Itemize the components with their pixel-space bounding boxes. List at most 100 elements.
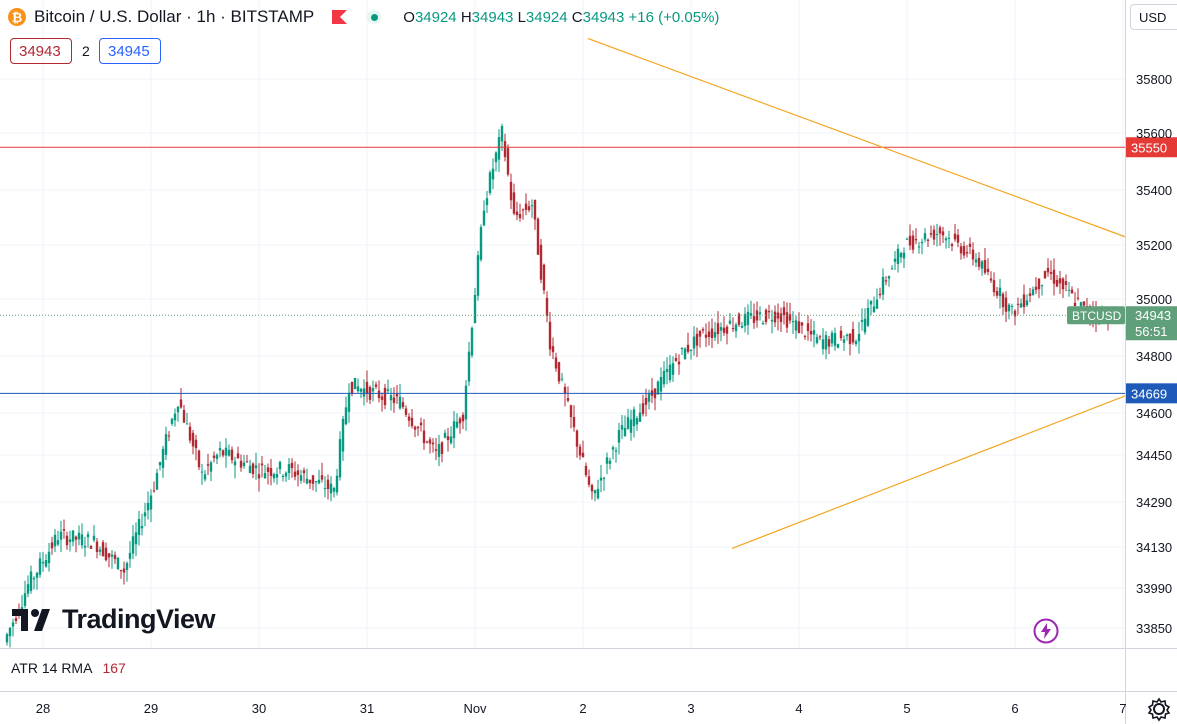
candle-body [833, 333, 837, 346]
candle [497, 129, 501, 173]
candle-body [593, 490, 597, 494]
candle [920, 238, 924, 255]
candle [440, 441, 444, 463]
candle [671, 356, 675, 382]
candle-body [683, 348, 687, 360]
candle [281, 474, 285, 482]
candle [251, 462, 255, 479]
candle [752, 303, 756, 329]
candle-body [1025, 300, 1029, 306]
candle-body [35, 572, 39, 578]
gear-icon[interactable] [1146, 696, 1172, 722]
candle-body [32, 578, 36, 580]
candle-body [983, 260, 987, 273]
symbol-title[interactable]: Bitcoin / U.S. Dollar · 1h · BITSTAMP [34, 7, 315, 26]
candle-body [104, 547, 108, 561]
candle-body [77, 532, 81, 540]
candle [374, 381, 378, 390]
candle [434, 437, 438, 461]
candle [122, 561, 126, 585]
candle-body [236, 453, 240, 459]
candle-body [29, 571, 33, 591]
price-tick-label: 34450 [1136, 448, 1172, 463]
candle-body [959, 246, 963, 254]
candle-body [467, 351, 471, 382]
price-tick-label: 35600 [1136, 126, 1172, 141]
candle-body [590, 484, 594, 492]
candle-body [350, 381, 354, 394]
candle-body [200, 471, 204, 473]
candle [254, 452, 258, 480]
price-tick-label: 34800 [1136, 349, 1172, 364]
candle-body [110, 554, 114, 557]
candle-body [146, 502, 150, 511]
candle-body [464, 385, 468, 420]
candle [1031, 286, 1035, 296]
candle-body [569, 405, 573, 418]
candle-body [392, 397, 396, 404]
candle [293, 461, 297, 481]
candle-body [404, 408, 408, 415]
buy-button[interactable]: 34945 [99, 38, 161, 64]
candle-body [1049, 272, 1053, 274]
candle [650, 378, 654, 404]
candle [428, 436, 432, 454]
candle [23, 580, 27, 609]
candle-body [725, 326, 729, 334]
candle-body [917, 246, 921, 248]
candle [239, 454, 243, 472]
lightning-icon[interactable] [1033, 618, 1059, 644]
candle [47, 542, 51, 572]
candle-body [419, 422, 423, 426]
candle-body [194, 439, 198, 449]
ohlc-low-label: L [517, 8, 526, 26]
candle [206, 453, 210, 475]
candle [893, 251, 897, 271]
candle [896, 244, 900, 273]
candlestick-series [5, 123, 1110, 648]
candle-body [227, 449, 231, 456]
candle [536, 217, 540, 255]
candle [725, 324, 729, 345]
candle [158, 461, 162, 471]
candle [533, 199, 537, 230]
candle [308, 479, 312, 490]
candle [347, 383, 351, 423]
candle [467, 341, 471, 387]
candle-body [473, 294, 477, 324]
candle [875, 288, 879, 309]
flag-icon[interactable] [332, 10, 348, 24]
candle-body [107, 553, 111, 558]
candle [305, 468, 309, 485]
candle-body [1052, 269, 1056, 284]
market-status-icon[interactable] [367, 10, 382, 24]
candle [356, 378, 360, 393]
sell-button[interactable]: 34943 [10, 38, 72, 64]
candle-body [950, 244, 954, 246]
candle-body [848, 333, 852, 345]
candle-body [638, 412, 642, 422]
candle [248, 459, 252, 474]
candle [542, 263, 546, 295]
candle-body [281, 475, 285, 478]
candle [1025, 294, 1029, 307]
candle-body [383, 387, 387, 406]
candle [275, 467, 279, 485]
candle-body [890, 268, 894, 270]
candle [404, 405, 408, 417]
candle-body [290, 462, 294, 469]
candle-body [542, 264, 546, 291]
candle-body [716, 323, 720, 335]
candle [221, 449, 225, 458]
bitcoin-icon: ₿ [8, 8, 26, 26]
candle [368, 385, 372, 405]
candle-body [947, 237, 951, 239]
currency-select[interactable]: USD⌄ [1130, 4, 1177, 30]
candle-body [608, 460, 612, 464]
candle-body [914, 238, 918, 241]
candle [77, 525, 81, 546]
atr-indicator-legend[interactable]: ATR 14 RMA 167 [11, 660, 126, 676]
candle-body [8, 627, 12, 637]
candle-body [806, 323, 810, 332]
